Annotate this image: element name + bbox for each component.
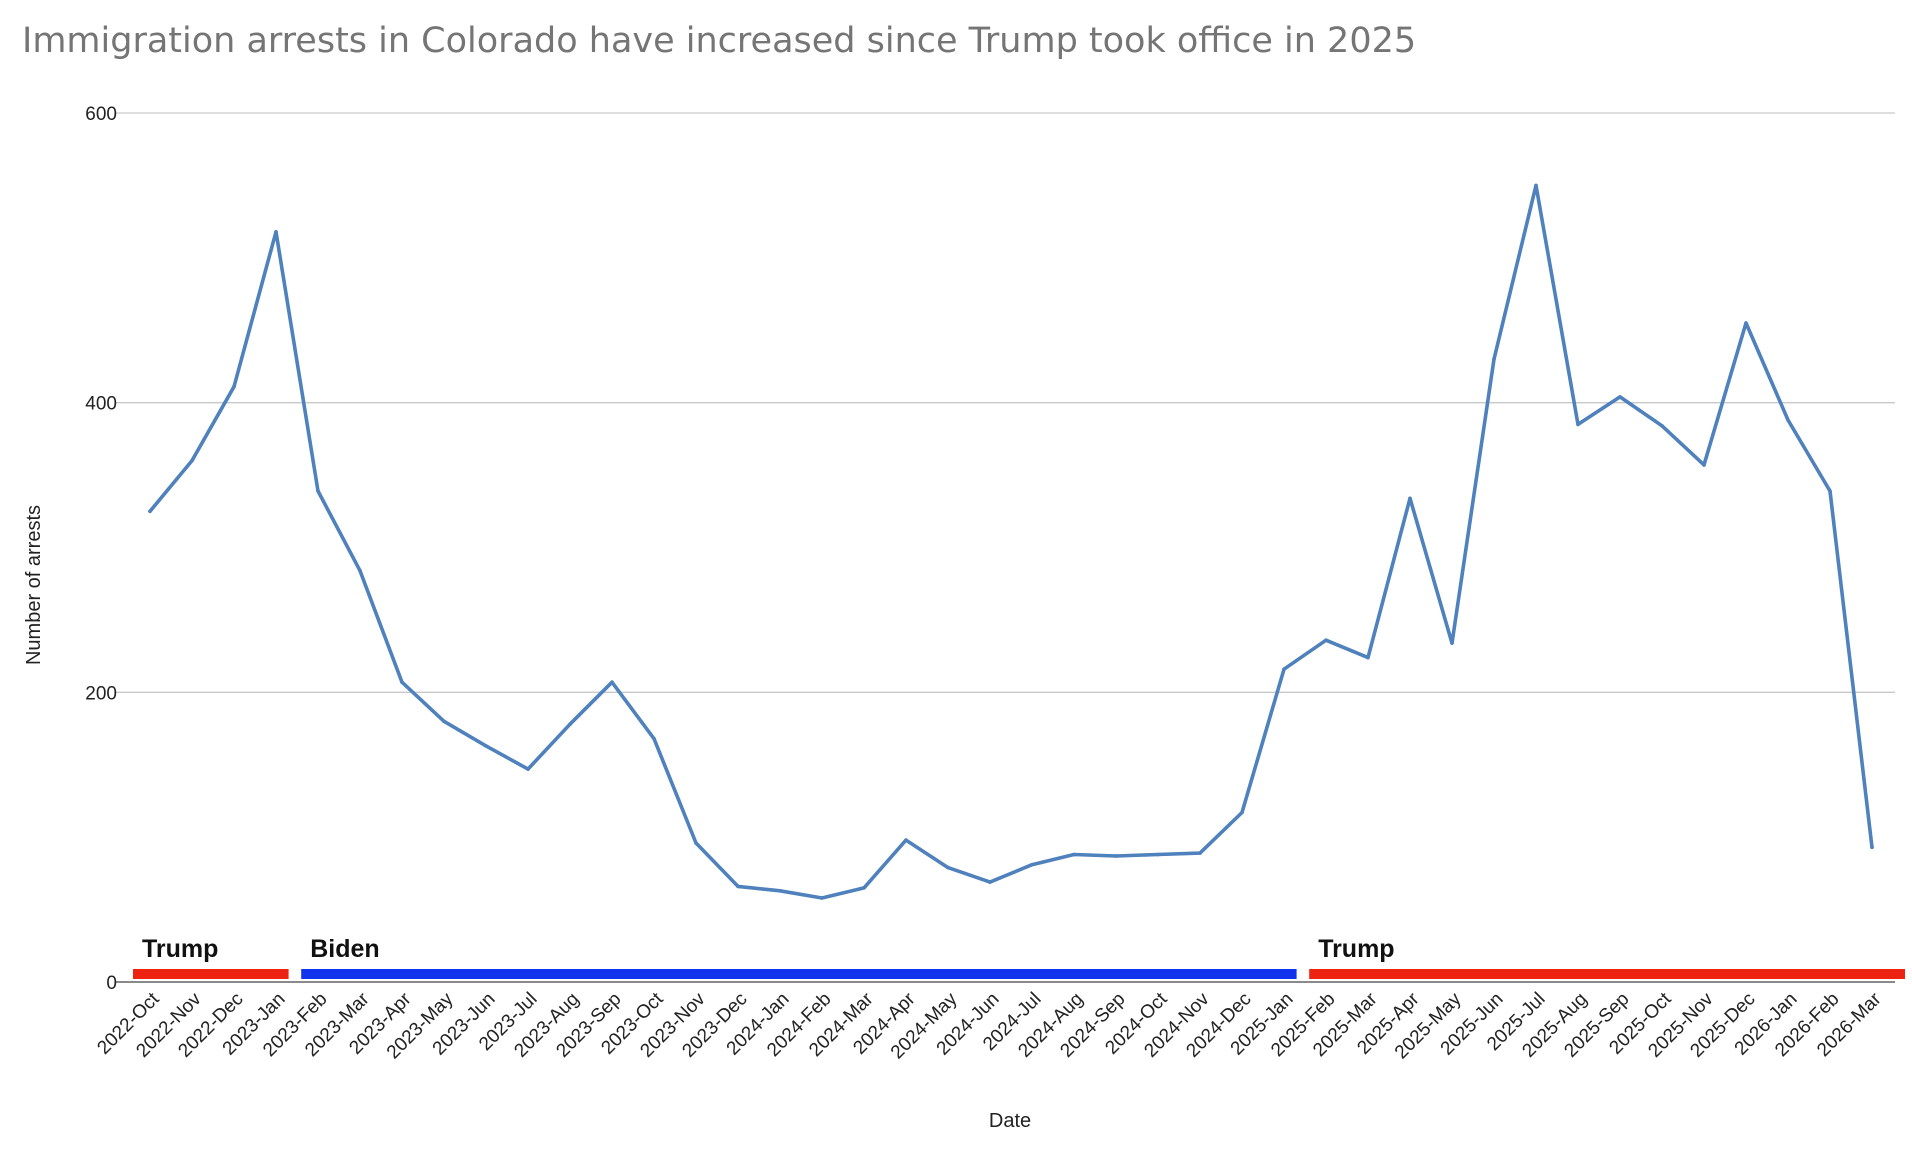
data-point bbox=[148, 509, 152, 514]
data-point bbox=[694, 841, 698, 845]
data-point bbox=[1114, 854, 1118, 858]
data-point bbox=[1744, 321, 1748, 325]
era-bar bbox=[301, 969, 1297, 979]
data-point bbox=[442, 719, 446, 724]
data-point bbox=[1156, 852, 1160, 857]
data-point bbox=[1282, 667, 1286, 671]
data-point bbox=[1240, 810, 1244, 815]
x-axis-ticks: 2022-Oct2022-Nov2022-Dec2023-Jan2023-Feb… bbox=[93, 988, 1886, 1063]
era-bar bbox=[133, 969, 289, 979]
data-point bbox=[1576, 422, 1580, 427]
chart-title: Immigration arrests in Colorado have inc… bbox=[22, 21, 1416, 61]
data-point bbox=[1534, 183, 1538, 188]
data-point bbox=[316, 489, 320, 493]
data-point bbox=[400, 680, 404, 684]
era-bar bbox=[1309, 969, 1905, 979]
data-point bbox=[904, 838, 908, 842]
data-point bbox=[1072, 852, 1076, 857]
data-point bbox=[1366, 655, 1370, 660]
era-label: Trump bbox=[142, 935, 218, 963]
y-tick-label: 200 bbox=[85, 683, 117, 704]
data-point bbox=[1492, 357, 1496, 362]
data-point bbox=[820, 896, 824, 900]
data-point bbox=[190, 458, 194, 463]
era-label: Biden bbox=[310, 935, 379, 963]
data-point bbox=[610, 680, 614, 684]
x-axis-title: Date bbox=[989, 1110, 1031, 1132]
data-point bbox=[1786, 418, 1790, 422]
data-point bbox=[358, 568, 362, 573]
data-point bbox=[232, 384, 236, 389]
series-layer bbox=[148, 183, 1874, 900]
era-label: Trump bbox=[1318, 935, 1394, 963]
data-point bbox=[1660, 424, 1664, 428]
data-point bbox=[988, 880, 992, 884]
y-tick-label: 600 bbox=[85, 104, 117, 125]
data-point bbox=[652, 736, 656, 741]
data-point bbox=[1030, 862, 1034, 867]
data-point bbox=[1324, 638, 1328, 642]
data-point bbox=[736, 884, 740, 889]
era-annotations: Trump Biden Trump bbox=[133, 935, 1905, 979]
data-point bbox=[778, 888, 782, 893]
data-point bbox=[568, 722, 572, 726]
data-point bbox=[1702, 463, 1706, 467]
data-point bbox=[526, 767, 530, 771]
y-tick-label: 400 bbox=[85, 394, 117, 415]
data-point bbox=[1408, 496, 1412, 501]
data-point bbox=[274, 229, 278, 234]
y-axis-title: Number of arrests bbox=[23, 505, 45, 665]
data-point bbox=[1198, 851, 1202, 855]
data-point bbox=[862, 886, 866, 890]
data-point bbox=[1828, 489, 1832, 493]
y-axis-ticks: 0 200 400 600 bbox=[85, 104, 117, 994]
data-point bbox=[484, 744, 488, 748]
series-line bbox=[148, 183, 1874, 900]
data-point bbox=[1618, 395, 1622, 399]
data-point bbox=[1870, 845, 1874, 850]
gridlines bbox=[115, 112, 1895, 983]
data-point bbox=[1450, 641, 1454, 645]
data-point bbox=[946, 865, 950, 870]
y-tick-label: 0 bbox=[106, 973, 117, 994]
